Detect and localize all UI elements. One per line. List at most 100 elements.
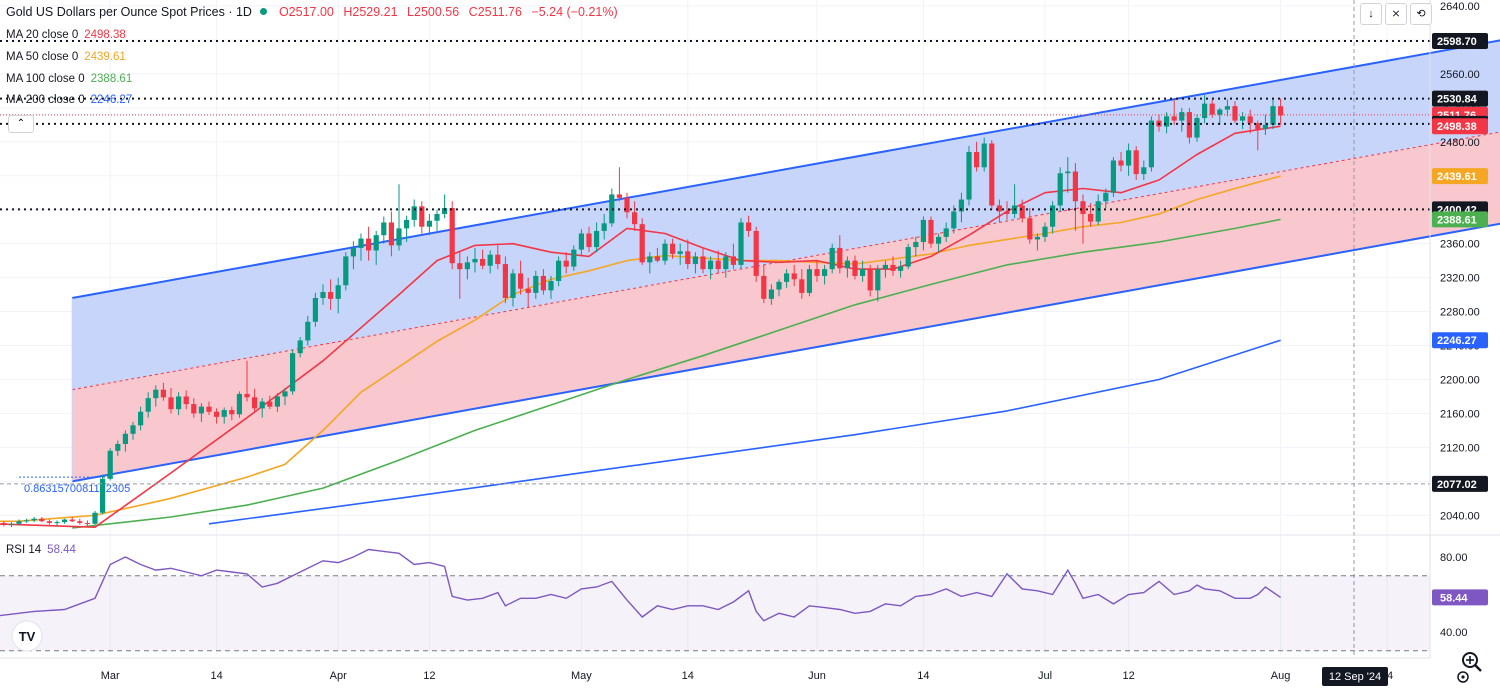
- candle-body: [1148, 120, 1154, 168]
- legend-ma50[interactable]: MA 50 close 0 2439.61: [6, 50, 126, 64]
- logo-circle: [11, 620, 43, 652]
- candle-body: [875, 269, 881, 291]
- scroll-down-button[interactable]: ↓: [1360, 3, 1382, 25]
- candle: [882, 260, 888, 278]
- candle-body: [366, 238, 372, 251]
- candle-body: [381, 222, 387, 236]
- candle-body: [662, 243, 668, 261]
- candle: [62, 518, 68, 524]
- price-tick-label: 2640.00: [1440, 1, 1480, 13]
- candle-body: [814, 269, 820, 276]
- candle: [198, 403, 204, 422]
- candle-body: [578, 233, 584, 250]
- channel-upper-fill: [72, 40, 1500, 390]
- candle: [974, 141, 980, 172]
- candle-body: [936, 236, 942, 244]
- candle-body: [54, 522, 60, 524]
- candle-body: [290, 353, 296, 392]
- legend-rsi[interactable]: RSI 14 58.44: [6, 543, 76, 557]
- candle-body: [335, 285, 341, 299]
- candle: [107, 448, 113, 481]
- zoom-icon-lens: [1462, 652, 1478, 668]
- legend-ma100-label: MA 100 close 0: [6, 73, 85, 85]
- candle-body: [753, 230, 759, 276]
- candle-body: [305, 321, 311, 341]
- candle: [556, 256, 562, 287]
- candle-body: [472, 258, 478, 263]
- collapse-legend-button[interactable]: ⌃: [8, 115, 34, 133]
- expand-button[interactable]: ⨯: [1385, 3, 1407, 25]
- candle-body: [404, 219, 410, 229]
- candle: [31, 516, 37, 523]
- candle: [594, 222, 600, 253]
- channel-upper-line: [72, 39, 1500, 299]
- candle: [540, 269, 546, 295]
- price-badge-label: 2598.70: [1437, 36, 1477, 48]
- candle: [700, 247, 706, 274]
- candle-body: [913, 241, 919, 248]
- candle: [1103, 188, 1109, 209]
- candle: [381, 216, 387, 244]
- candle: [92, 511, 98, 525]
- candle: [464, 256, 470, 280]
- channel-lower-fill: [72, 132, 1500, 482]
- ohlc-open: O2517.00: [278, 5, 334, 19]
- legend-ma20[interactable]: MA 20 close 0 2498.38: [6, 28, 126, 42]
- candle: [753, 226, 759, 282]
- time-tick-label: Jun: [808, 670, 826, 682]
- gear-icon[interactable]: [1457, 671, 1469, 683]
- candle: [1088, 202, 1094, 227]
- candle-body: [966, 151, 972, 200]
- time-tick-label: Jul: [1038, 670, 1052, 682]
- candle: [229, 406, 235, 421]
- candle-body: [1103, 192, 1109, 202]
- candle: [677, 243, 683, 265]
- candle: [84, 520, 90, 527]
- legend-ma200[interactable]: MA 200 close 0 2246.27: [6, 93, 132, 107]
- candle-body: [206, 406, 212, 412]
- candle-body: [495, 254, 501, 265]
- candle: [46, 519, 52, 525]
- candle-body: [8, 523, 14, 525]
- candle-body: [540, 275, 546, 291]
- chevron-up-icon: ⌃: [16, 118, 26, 129]
- legend-ma20-value: 2498.38: [84, 29, 126, 41]
- candle-body: [647, 256, 653, 263]
- candle-body: [77, 521, 83, 523]
- candle-body: [1004, 211, 1010, 214]
- candle-body: [563, 260, 569, 267]
- candle: [1194, 114, 1200, 142]
- legend-ma200-value: 2246.27: [90, 94, 133, 106]
- candle: [404, 215, 410, 242]
- refresh-button[interactable]: ⟲: [1410, 3, 1432, 25]
- price-badge-bg: [1432, 33, 1488, 50]
- zoom-icon[interactable]: [1462, 652, 1482, 672]
- ma50-line: [0, 175, 1281, 523]
- candle: [252, 388, 258, 413]
- candle: [654, 247, 660, 263]
- price-tick-label: 2320.00: [1440, 273, 1480, 285]
- candle: [852, 255, 858, 280]
- candle-body: [974, 151, 980, 168]
- candle-body: [510, 273, 516, 298]
- candle-body: [214, 411, 220, 417]
- candle-body: [1232, 106, 1238, 121]
- candle: [723, 252, 729, 278]
- candle: [601, 213, 607, 240]
- legend-ma50-value: 2439.61: [84, 51, 126, 63]
- rsi-tick-label: 80.00: [1440, 552, 1468, 564]
- legend-ma100[interactable]: MA 100 close 0 2388.61: [6, 72, 132, 86]
- candle-body: [905, 247, 911, 267]
- price-tick-label: 2560.00: [1440, 69, 1480, 81]
- candle: [487, 250, 493, 274]
- candle: [822, 264, 828, 285]
- candle-body: [951, 211, 957, 229]
- candle: [138, 406, 144, 431]
- candle: [236, 391, 242, 418]
- candle-body: [1179, 112, 1185, 121]
- candle-body: [632, 212, 638, 225]
- candle-body: [692, 256, 698, 265]
- candle: [297, 337, 303, 358]
- rsi-line: [0, 548, 1281, 622]
